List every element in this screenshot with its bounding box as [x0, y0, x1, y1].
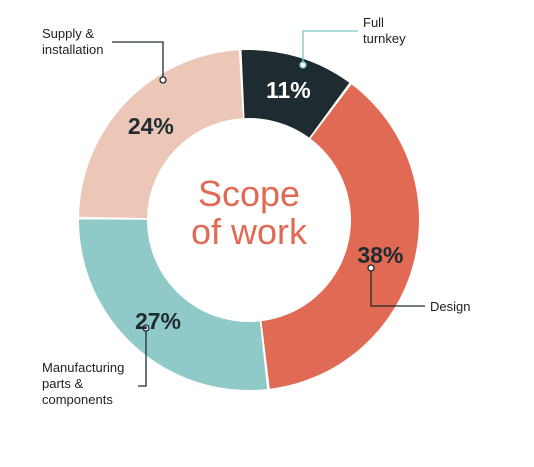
value-label-full-turnkey: 11%: [266, 77, 311, 103]
callout-label-supply-and-installation-line-2: installation: [42, 42, 103, 57]
leader-line-manufacturing-parts-and-components: [138, 328, 147, 387]
slice-supply-and-installation: [79, 50, 243, 219]
chart-title-line-2: of work: [191, 211, 308, 252]
callout-label-supply-and-installation-line-1: Supply &: [42, 26, 94, 41]
leader-dot-manufacturing-parts-and-components: [142, 324, 150, 332]
callout-label-design-line-1: Design: [430, 299, 470, 314]
leader-line-full-turnkey: [302, 30, 358, 65]
slice-manufacturing-parts-and-components: [79, 219, 268, 390]
leaders-layer: [112, 30, 425, 387]
slice-design: [261, 84, 419, 389]
value-label-supply-and-installation: 24%: [128, 113, 174, 139]
slices-layer: [79, 50, 419, 390]
leader-line-supply-and-installation: [112, 41, 164, 80]
leader-dot-design: [367, 264, 375, 272]
chart-title-line-1: Scope: [198, 173, 300, 214]
callout-label-manufacturing-parts-and-components-line-3: components: [42, 392, 113, 407]
labels-layer: 11% 38% 27% 24%: [128, 77, 404, 334]
value-label-manufacturing-parts-and-components: 27%: [135, 308, 181, 334]
value-label-design: 38%: [357, 242, 403, 268]
callout-label-full-turnkey-line-1: Full: [363, 15, 384, 30]
callout-label-manufacturing-parts-and-components-line-2: parts &: [42, 376, 84, 391]
leader-line-design: [370, 268, 425, 307]
slice-full-turnkey: [241, 50, 350, 138]
callout-label-full-turnkey-line-2: turnkey: [363, 31, 406, 46]
leader-dot-full-turnkey: [299, 61, 307, 69]
leader-dot-supply-and-installation: [159, 76, 167, 84]
callout-label-manufacturing-parts-and-components-line-1: Manufacturing: [42, 360, 124, 375]
